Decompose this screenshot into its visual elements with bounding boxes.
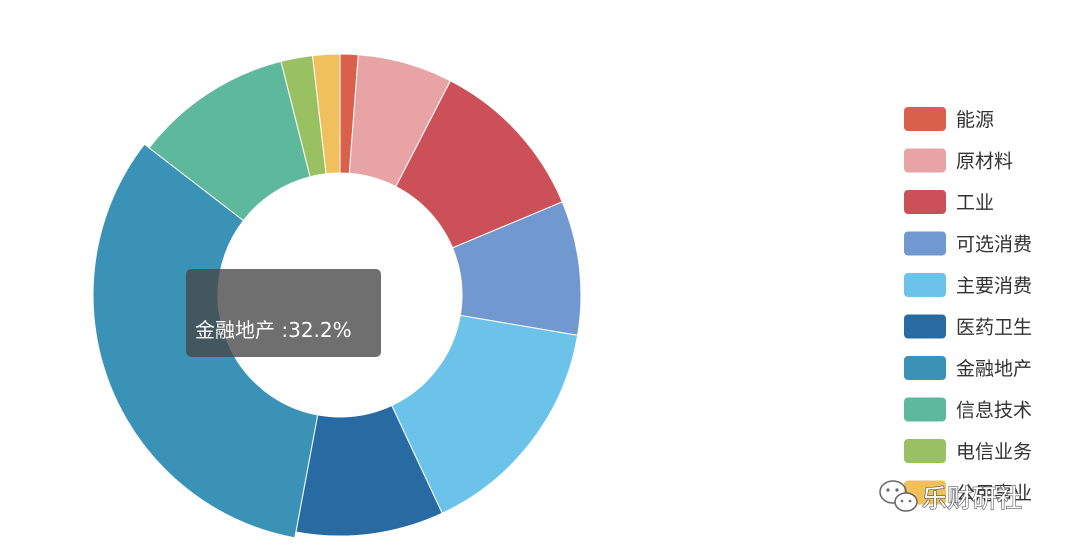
- legend-label-1[interactable]: 能源: [956, 109, 994, 131]
- legend-swatch-9[interactable]: [904, 439, 946, 463]
- legend-label-8[interactable]: 信息技术: [956, 400, 1032, 422]
- legend-swatch-8[interactable]: [904, 397, 946, 422]
- legend-label-9[interactable]: 电信业务: [956, 441, 1032, 463]
- watermark-text: 乐财研社: [922, 484, 1022, 513]
- watermark: 乐财研社: [879, 480, 1023, 514]
- legend-label-5[interactable]: 主要消费: [956, 275, 1032, 297]
- wechat-icon: [879, 480, 918, 512]
- legend-label-3[interactable]: 工业: [956, 192, 994, 214]
- legend-label-10[interactable]: 公用事业: [956, 483, 1032, 505]
- legend-label-7[interactable]: 金融地产: [956, 358, 1032, 380]
- legend-label-6[interactable]: 医药卫生: [956, 317, 1032, 339]
- legend-label-2[interactable]: 原材料: [956, 151, 1013, 173]
- legend-swatch-1[interactable]: [904, 107, 946, 131]
- pie-slices: [92, 53, 582, 539]
- legend-swatch-4[interactable]: [904, 231, 946, 256]
- pie-slice-10[interactable]: [311, 53, 341, 175]
- tooltip: 金融地产 :32.2%: [186, 269, 381, 357]
- tooltip-text: 金融地产 :32.2%: [195, 318, 352, 342]
- tooltip-box: [186, 269, 381, 357]
- legend-swatch-5[interactable]: [904, 273, 946, 297]
- legend-label-4[interactable]: 可选消费: [956, 234, 1032, 256]
- legend-swatch-3[interactable]: [904, 190, 946, 214]
- legend-swatch-6[interactable]: [904, 314, 946, 339]
- pie-slice-5[interactable]: [391, 314, 579, 514]
- legend-swatch-2[interactable]: [904, 148, 946, 173]
- legend-swatch-7[interactable]: [904, 356, 946, 380]
